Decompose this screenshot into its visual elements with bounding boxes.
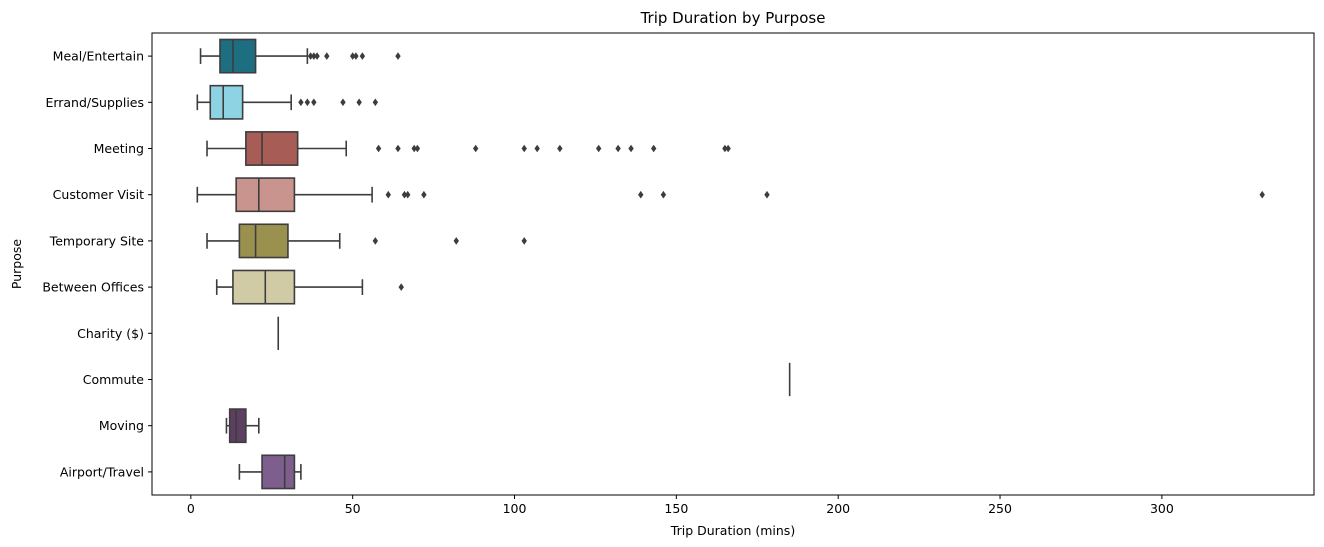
y-axis: Meal/Entertain Errand/Supplies Meeting Cust…: [42, 49, 152, 479]
iqr-box: [235, 177, 296, 213]
outlier-point: [725, 144, 731, 153]
y-tick-label: Errand/Supplies: [45, 95, 144, 110]
outlier-point: [385, 190, 391, 199]
y-tick-label: Customer Visit: [53, 187, 144, 202]
outlier-point: [411, 144, 417, 153]
outlier-point: [304, 98, 311, 107]
box-between-offices: [215, 269, 404, 305]
outlier-point: [359, 52, 366, 60]
outlier-point: [353, 52, 359, 60]
outlier-point: [557, 144, 563, 153]
outlier-point: [349, 52, 356, 60]
x-tick-label: 250: [988, 501, 1012, 516]
iqr-box: [245, 131, 299, 166]
x-tick-label: 0: [187, 501, 195, 516]
outlier-point: [372, 237, 379, 245]
iqr-box: [219, 38, 257, 74]
outlier-point: [1259, 190, 1265, 199]
outlier-point: [595, 144, 602, 153]
outlier-point: [722, 144, 728, 153]
box-meal-entertain: [199, 38, 401, 74]
x-tick-label: 150: [664, 501, 688, 516]
iqr-box: [261, 454, 296, 490]
boxes: [196, 38, 1265, 490]
outlier-point: [421, 190, 427, 199]
box-customer-visit: [196, 177, 1265, 213]
y-tick-label: Meeting: [94, 141, 144, 156]
y-axis-title: Purpose: [9, 239, 24, 289]
box-airport-travel: [238, 454, 302, 490]
y-tick-label: Commute: [83, 372, 145, 387]
iqr-box: [209, 84, 244, 120]
outlier-point: [311, 98, 317, 107]
y-tick-label: Charity ($): [77, 326, 144, 341]
outlier-point: [405, 190, 411, 199]
y-tick-label: Meal/Entertain: [53, 49, 144, 64]
iqr-box: [232, 269, 296, 305]
x-axis: 0 50 100 150 200 250 300: [187, 495, 1174, 516]
outlier-point: [534, 144, 540, 153]
outlier-point: [324, 52, 330, 60]
outlier-point: [311, 52, 317, 60]
y-tick-label: Moving: [99, 418, 144, 433]
y-tick-label: Airport/Travel: [60, 464, 144, 479]
outlier-point: [395, 144, 401, 153]
outlier-point: [395, 52, 401, 60]
outlier-point: [660, 190, 667, 199]
box-meeting: [206, 131, 731, 166]
iqr-box: [228, 408, 247, 444]
y-tick-label: Temporary Site: [49, 233, 145, 248]
outlier-point: [372, 98, 379, 107]
outlier-point: [453, 237, 459, 245]
outlier-point: [472, 144, 479, 153]
outlier-point: [307, 52, 314, 60]
x-axis-title: Trip Duration (mins): [670, 523, 795, 538]
box-temporary-site: [206, 223, 527, 259]
iqr-box: [238, 223, 289, 259]
x-tick-label: 300: [1150, 501, 1174, 516]
x-tick-label: 100: [503, 501, 527, 516]
y-tick-label: Between Offices: [42, 280, 144, 295]
box-moving: [225, 408, 260, 444]
outlier-point: [398, 283, 404, 291]
outlier-point: [414, 144, 421, 153]
outlier-point: [638, 190, 644, 199]
plot-area-frame: [151, 32, 1315, 496]
outlier-point: [340, 98, 346, 107]
box-errand-supplies: [196, 84, 379, 120]
outlier-point: [650, 144, 657, 153]
outlier-point: [764, 190, 770, 199]
outlier-point: [401, 190, 408, 199]
outlier-point: [356, 98, 362, 107]
outlier-point: [628, 144, 634, 153]
x-tick-label: 50: [345, 501, 361, 516]
outlier-point: [298, 98, 304, 107]
chart-title: Trip Duration by Purpose: [640, 9, 826, 27]
outlier-point: [521, 144, 527, 153]
outlier-point: [521, 237, 527, 245]
x-tick-label: 200: [826, 501, 850, 516]
outlier-point: [314, 52, 320, 60]
outlier-point: [375, 144, 382, 153]
outlier-point: [615, 144, 621, 153]
